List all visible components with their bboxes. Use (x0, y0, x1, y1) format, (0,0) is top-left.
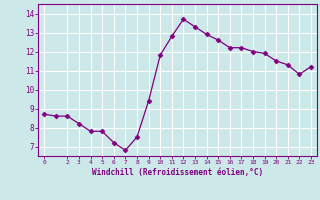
X-axis label: Windchill (Refroidissement éolien,°C): Windchill (Refroidissement éolien,°C) (92, 168, 263, 177)
